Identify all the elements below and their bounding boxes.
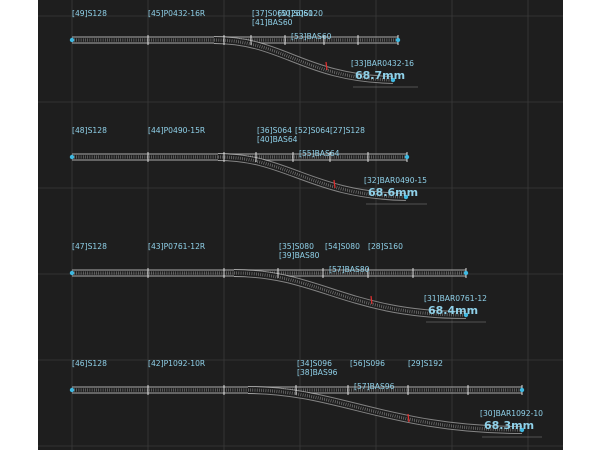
layout-3-label-part5: [28]S160 bbox=[368, 242, 403, 251]
layout-1-label-part3b: [41]BAS60 bbox=[252, 18, 293, 27]
layout-4-joint-marker bbox=[407, 413, 410, 423]
layout-2-label-part4: [52]S064 bbox=[295, 126, 330, 135]
layout-4-label-part5: [29]S192 bbox=[408, 359, 443, 368]
layout-1-endpoint bbox=[390, 77, 396, 83]
layout-4-label-part4: [56]S096 bbox=[350, 359, 385, 368]
layout-2-label-part3: [36]S064 bbox=[257, 126, 292, 135]
layout-2-label-part5: [27]S128 bbox=[330, 126, 365, 135]
layout-1-label-turnout: [45]P0432-16R bbox=[148, 9, 206, 18]
layout-3-label-part4: [54]S080 bbox=[325, 242, 360, 251]
layout-3-label-part3b: [39]BAS80 bbox=[279, 251, 320, 260]
layout-1-joint-marker bbox=[325, 61, 328, 71]
layout-4-label-curve: [30]BAR1092-10 bbox=[480, 409, 543, 418]
layout-1-label-part4: [50]S060 bbox=[278, 9, 313, 18]
layout-1-label-straight: [49]S128 bbox=[72, 9, 107, 18]
layout-2-label-turnout: [44]P0490-15R bbox=[148, 126, 206, 135]
layout-3-label-straight: [47]S128 bbox=[72, 242, 107, 251]
layout-3-label-small: [57]BAS80 bbox=[329, 265, 370, 274]
layout-3-label-curve: [31]BAR0761-12 bbox=[424, 294, 487, 303]
layout-4-label-straight: [46]S128 bbox=[72, 359, 107, 368]
layout-3-endpoint bbox=[69, 270, 75, 276]
layout-3-diverging-track-ties bbox=[233, 271, 467, 317]
track-diagram: [49]S128 [45]P0432-16R [37]S060[41]BAS60[5… bbox=[38, 0, 563, 450]
layout-1-diverging-track-ties bbox=[213, 38, 394, 82]
layout-2-endpoint bbox=[403, 194, 409, 200]
layout-4-label-turnout: [42]P1092-10R bbox=[148, 359, 206, 368]
layout-1-label-part3: [37]S060 bbox=[252, 9, 287, 18]
layout-3-label-part3: [35]S080 bbox=[279, 242, 314, 251]
layout-1-label-part5: [26]S120 bbox=[288, 9, 323, 18]
layout-1-label-curve: [33]BAR0432-16 bbox=[351, 59, 414, 68]
layout-2-joint-marker bbox=[333, 179, 336, 189]
layout-2-measurement: 68.6mm bbox=[368, 186, 418, 199]
layout-2-endpoint bbox=[69, 154, 75, 160]
layout-1-endpoint bbox=[395, 37, 401, 43]
layout-4-measurement: 68.3mm bbox=[484, 419, 534, 432]
layout-2-label-small: [55]BAS64 bbox=[299, 149, 340, 158]
track-layout-canvas: [49]S128 [45]P0432-16R [37]S060 [41]BAS60 [5… bbox=[38, 0, 563, 450]
layout-1-label-small: [53]BAS60 bbox=[291, 32, 332, 41]
layout-4-label-part3b: [38]BAS96 bbox=[297, 368, 338, 377]
layout-3-measurement: 68.4mm bbox=[428, 304, 478, 317]
layout-4-endpoint bbox=[519, 427, 525, 433]
layout-2-label-straight: [48]S128 bbox=[72, 126, 107, 135]
layout-2-diverging-track-gap bbox=[217, 154, 407, 200]
layout-2-endpoint bbox=[404, 154, 410, 160]
layout-3-label-turnout: [43]P0761-12R bbox=[148, 242, 206, 251]
layout-3-joint-marker bbox=[370, 295, 373, 305]
layout-3-endpoint bbox=[463, 270, 469, 276]
layout-3-endpoint bbox=[463, 312, 469, 318]
layout-4-label-part3: [34]S096 bbox=[297, 359, 332, 368]
layout-4-label-small: [57]BAS96 bbox=[354, 382, 395, 391]
layout-2-label-curve: [32]BAR0490-15 bbox=[364, 176, 427, 185]
layout-4-endpoint bbox=[69, 387, 75, 393]
layout-2-label-part3b: [40]BAS64 bbox=[257, 135, 298, 144]
layout-1-endpoint bbox=[69, 37, 75, 43]
layout-4-endpoint bbox=[519, 387, 525, 393]
layout-4-diverging-track-gap bbox=[247, 387, 523, 433]
layout-1-measurement: 68.7mm bbox=[355, 69, 405, 82]
